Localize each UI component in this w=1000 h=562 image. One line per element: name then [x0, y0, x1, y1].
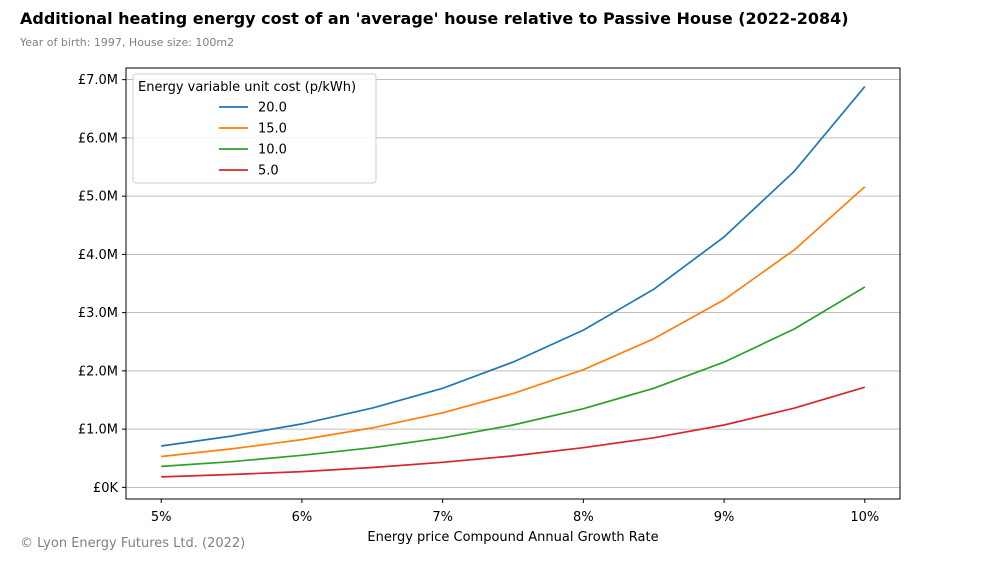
series-line-10-0	[161, 286, 866, 468]
x-tick-label: 7%	[432, 510, 453, 525]
y-axis: £0K £1.0M £2.0M £3.0M £4.0M £5.0M £6.0M £7.0M	[78, 73, 126, 496]
y-tick-label: £2.0M	[78, 364, 118, 379]
y-tick-label: £3.0M	[78, 306, 118, 321]
y-tick-label: £4.0M	[78, 248, 118, 263]
legend-entry-label: 5.0	[258, 164, 279, 179]
legend-entry-label: 10.0	[258, 143, 287, 158]
series-lines	[161, 86, 866, 478]
y-tick-label: £1.0M	[78, 423, 118, 438]
x-tick-label: 9%	[714, 510, 735, 525]
x-tick-label: 8%	[573, 510, 594, 525]
series-line-5-0	[161, 386, 866, 478]
series-line-20-0	[161, 86, 866, 447]
legend-entry-label: 15.0	[258, 122, 287, 137]
y-tick-label: £7.0M	[78, 73, 118, 88]
copyright-note: © Lyon Energy Futures Ltd. (2022)	[20, 536, 246, 551]
x-tick-label: 6%	[292, 510, 313, 525]
x-axis-label: Energy price Compound Annual Growth Rate	[367, 530, 658, 545]
plot-frame	[125, 67, 901, 500]
chart-title: Additional heating energy cost of an 'av…	[20, 9, 849, 28]
legend-entry-label: 20.0	[258, 101, 287, 116]
x-tick-label: 5%	[151, 510, 172, 525]
y-tick-label: £5.0M	[78, 190, 118, 205]
legend-box	[132, 73, 377, 184]
x-tick-label: 10%	[850, 510, 879, 525]
series-line-15-0	[161, 186, 866, 458]
y-tick-label: £0K	[93, 481, 119, 496]
chart-subtitle: Year of birth: 1997, House size: 100m2	[20, 36, 235, 49]
x-axis: 5% 6% 7% 8% 9% 10%	[151, 499, 879, 525]
legend-title: Energy variable unit cost (p/kWh)	[138, 80, 356, 95]
y-tick-label: £6.0M	[78, 131, 118, 146]
gridlines	[126, 79, 900, 488]
legend: Energy variable unit cost (p/kWh) 20.0 15.…	[132, 73, 377, 184]
